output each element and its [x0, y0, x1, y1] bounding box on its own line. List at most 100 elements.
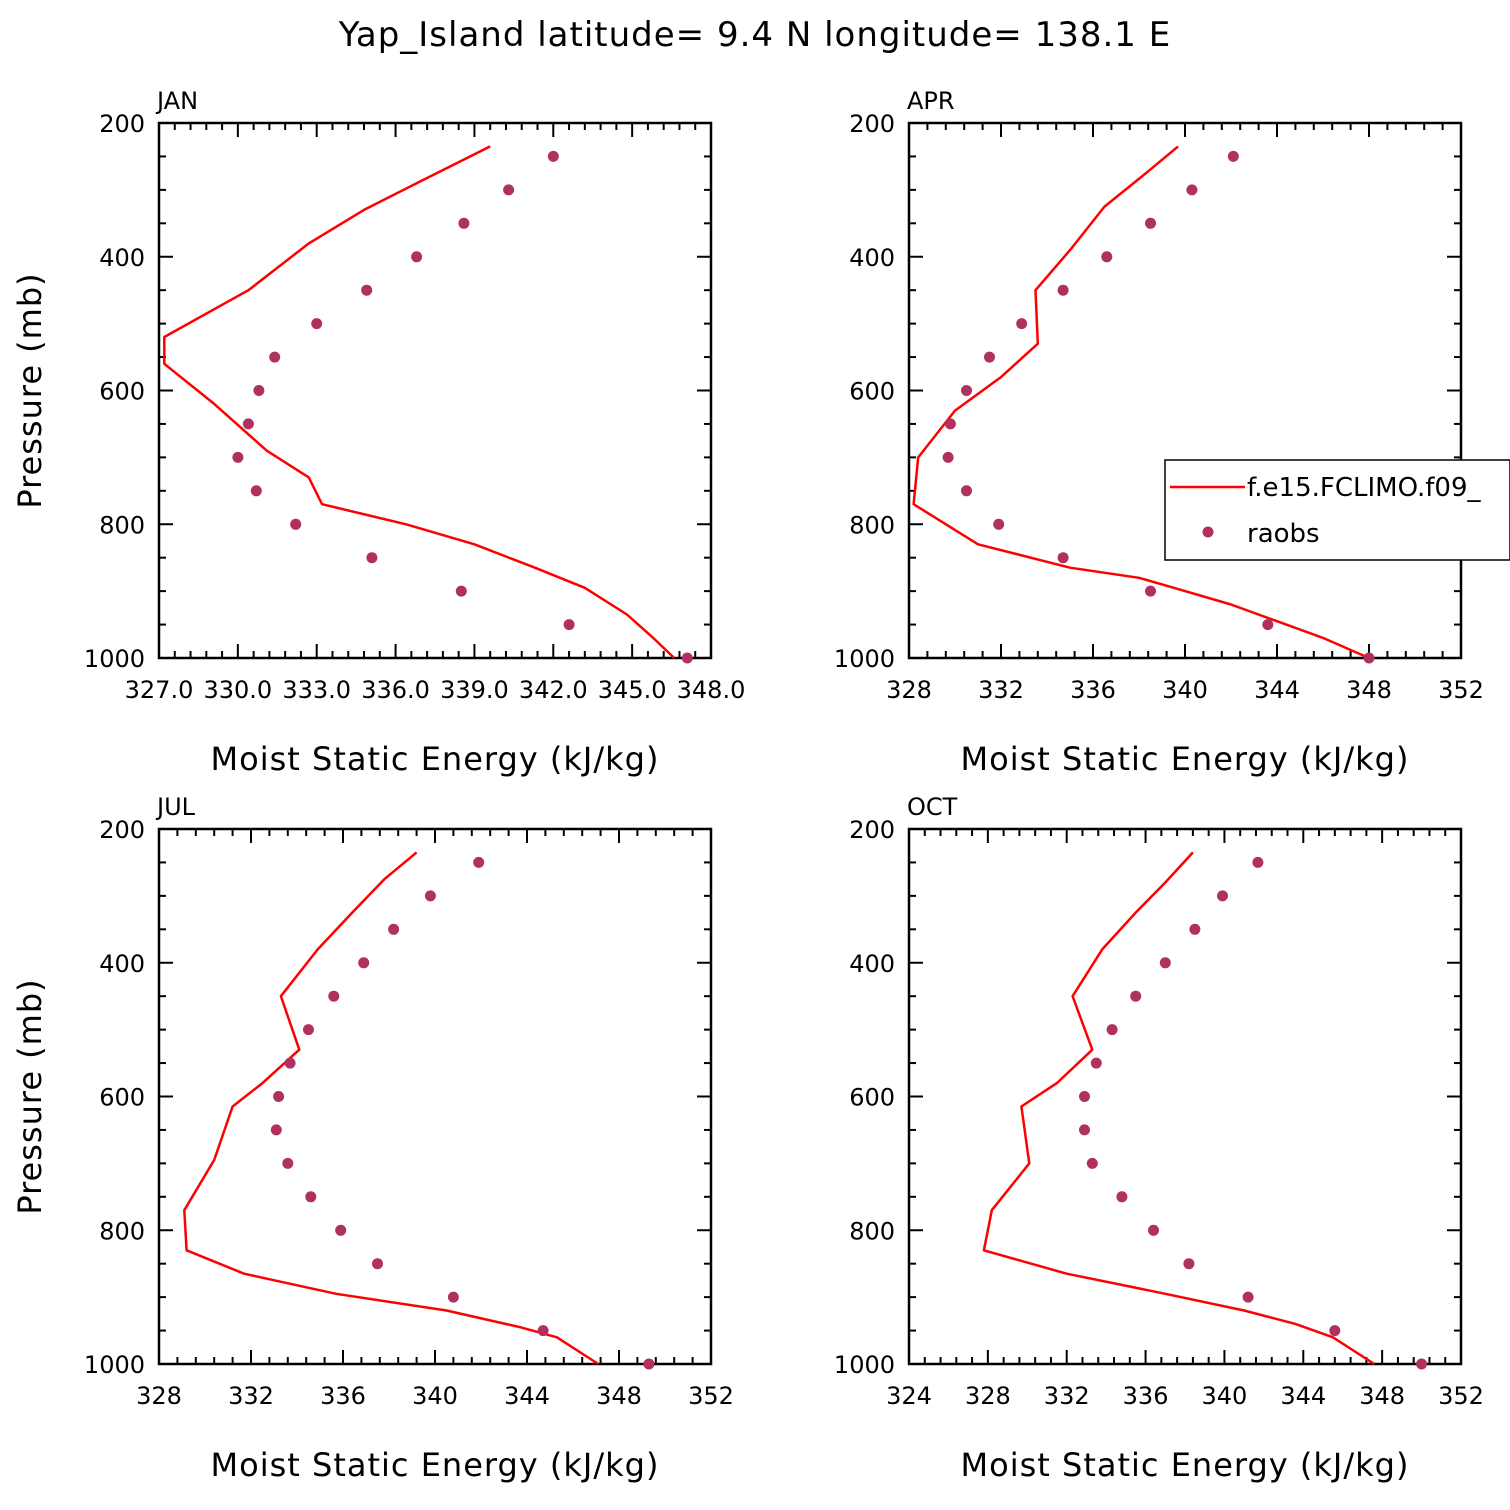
x-axis-label: Moist Static Energy (kJ/kg): [961, 1446, 1410, 1484]
y-tick-label: 800: [849, 511, 895, 539]
raobs-point: [253, 385, 265, 396]
model-line: [163, 145, 676, 659]
raobs-point: [547, 150, 559, 162]
raobs-point: [681, 652, 693, 664]
raobs-point: [411, 251, 423, 263]
y-tick-label: 1000: [834, 1351, 895, 1379]
raobs-point: [284, 1057, 296, 1069]
y-tick-label: 800: [99, 1217, 145, 1245]
raobs-point: [1086, 1157, 1098, 1169]
panel-jul: JUL 328 332 336 340 344 348 352 200 400 600 800 1000…: [11, 793, 734, 1484]
raobs-point: [1016, 318, 1028, 330]
x-tick-label: 345.0: [598, 676, 667, 704]
raobs-point: [942, 451, 954, 463]
panel-label: JUL: [155, 793, 196, 821]
raobs-point: [1145, 585, 1156, 597]
panel-label: APR: [907, 87, 955, 115]
raobs-point: [1057, 284, 1069, 296]
x-tick-label: 348: [1359, 1382, 1405, 1410]
raobs-point: [1329, 1325, 1341, 1337]
y-tick-label: 200: [849, 110, 895, 138]
x-tick-label: 332: [228, 1382, 274, 1410]
x-tick-label: 348: [1346, 676, 1392, 704]
x-tick-label: 324: [886, 1382, 932, 1410]
raobs-point: [563, 619, 575, 631]
panel-apr: APR 328 332 336 340 344 348 352 200 400 600 800 1000…: [834, 87, 1484, 778]
raobs-point: [455, 585, 467, 597]
legend-obs-swatch: [1202, 526, 1214, 538]
raobs-point: [1183, 1258, 1195, 1270]
y-tick-label: 600: [849, 378, 895, 406]
raobs-point: [984, 351, 995, 363]
x-tick-label: 327.0: [125, 676, 194, 704]
x-tick-label: 328: [136, 1382, 182, 1410]
y-tick-label: 400: [849, 950, 895, 978]
raobs-point: [993, 518, 1005, 530]
y-tick-label: 800: [99, 511, 145, 539]
raobs-point: [1227, 150, 1239, 162]
raobs-point: [305, 1191, 317, 1203]
legend-model-label: f.e15.FCLIMO.f09_: [1247, 473, 1481, 503]
x-tick-label: 348.0: [677, 676, 746, 704]
y-tick-label: 200: [99, 110, 145, 138]
x-tick-label: 352: [1438, 1382, 1484, 1410]
x-tick-label: 336: [1070, 676, 1116, 704]
raobs-point: [232, 451, 244, 463]
raobs-point: [282, 1157, 294, 1169]
x-tick-label: 330.0: [203, 676, 272, 704]
x-tick-label: 352: [688, 1382, 734, 1410]
raobs-point: [269, 351, 281, 363]
raobs-point: [303, 1024, 314, 1036]
raobs-point: [1242, 1291, 1254, 1303]
raobs-point: [1186, 184, 1198, 196]
panel-jan: JAN 327.0 330.0 333.0 336.0 339.0 342.0 345.0 34…: [11, 87, 745, 778]
raobs-point: [250, 485, 262, 497]
raobs-point: [1090, 1057, 1102, 1069]
x-tick-label: 342.0: [519, 676, 588, 704]
legend: f.e15.FCLIMO.f09_ raobs: [1164, 459, 1510, 561]
x-tick-label: 328: [886, 676, 932, 704]
raobs-point: [388, 923, 400, 935]
raobs-point: [1116, 1191, 1128, 1203]
raobs-point: [961, 485, 972, 497]
raobs-point: [358, 957, 370, 969]
x-tick-label: 336: [320, 1382, 366, 1410]
raobs-point: [270, 1124, 282, 1136]
raobs-point: [424, 890, 436, 902]
y-tick-label: 600: [99, 378, 145, 406]
raobs-point: [458, 217, 470, 229]
raobs-point: [1106, 1024, 1118, 1036]
raobs-point: [311, 318, 323, 330]
y-tick-label: 600: [99, 1084, 145, 1112]
y-tick-label: 400: [849, 244, 895, 272]
x-tick-label: 336: [1123, 1382, 1169, 1410]
y-axis-label: Pressure (mb): [11, 272, 49, 508]
raobs-point: [1148, 1224, 1159, 1236]
raobs-point: [1189, 923, 1201, 935]
raobs-point: [1262, 619, 1274, 631]
panel-oct: OCT 324 328 332 336 340 344 348 352 200 400 600 800 1…: [834, 793, 1484, 1484]
y-tick-label: 1000: [84, 645, 145, 673]
x-tick-label: 328: [965, 1382, 1011, 1410]
raobs-point: [366, 552, 378, 564]
raobs-point: [1145, 217, 1156, 229]
raobs-point: [328, 990, 340, 1002]
x-tick-label: 336.0: [361, 676, 430, 704]
raobs-point: [1416, 1358, 1428, 1370]
x-tick-label: 339.0: [440, 676, 509, 704]
model-line: [183, 851, 599, 1366]
raobs-point: [242, 418, 254, 430]
raobs-point: [335, 1224, 347, 1236]
x-tick-label: 344: [504, 1382, 550, 1410]
raobs-point: [1363, 652, 1375, 664]
panel-label: OCT: [907, 793, 958, 821]
raobs-point: [273, 1091, 285, 1102]
x-axis-label: Moist Static Energy (kJ/kg): [961, 740, 1410, 778]
x-tick-label: 333.0: [282, 676, 351, 704]
raobs-point: [1079, 1124, 1090, 1136]
legend-obs-label: raobs: [1247, 519, 1320, 549]
raobs-point: [1217, 890, 1228, 902]
raobs-point: [1130, 990, 1142, 1002]
y-tick-label: 400: [99, 244, 145, 272]
